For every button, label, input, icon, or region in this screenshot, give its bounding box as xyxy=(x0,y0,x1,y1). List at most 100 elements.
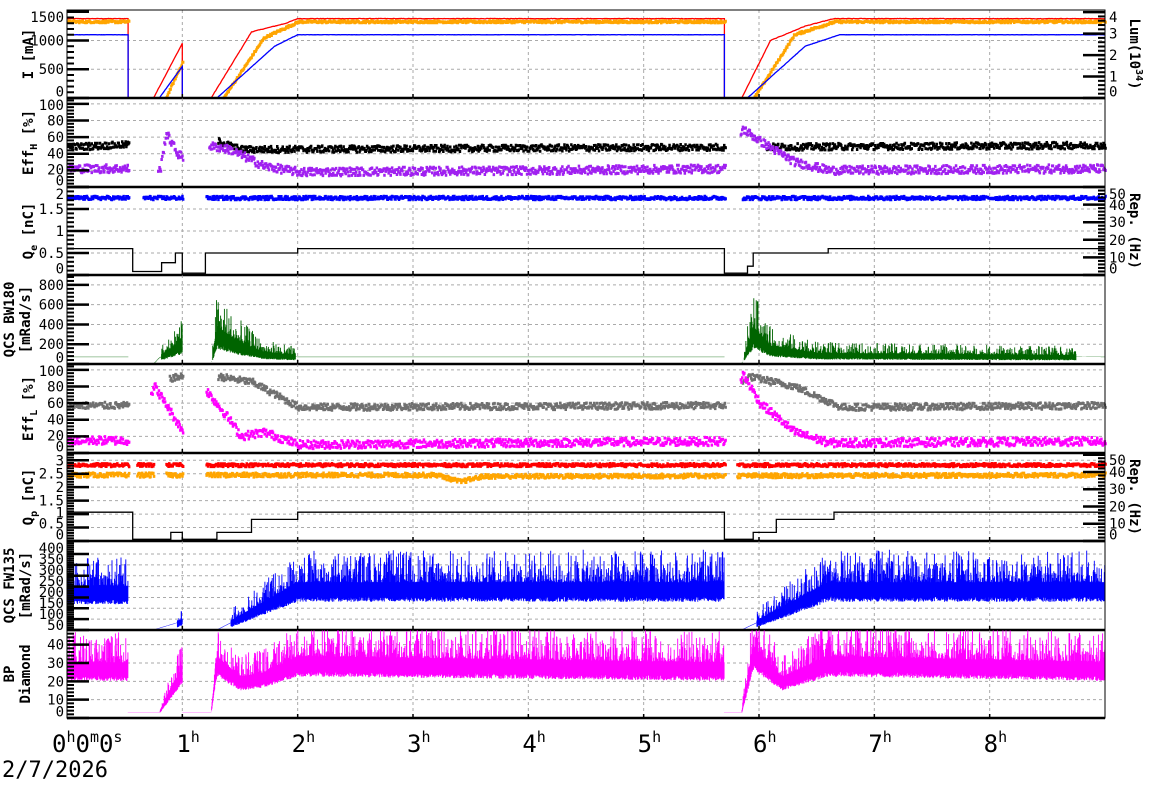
y2-tick-label: 0 xyxy=(1109,85,1117,101)
y-tick-label: 600 xyxy=(39,298,64,314)
label-unit: [%] xyxy=(21,110,37,144)
y-tick-label: 0.5 xyxy=(39,246,64,262)
y-tick-label: 1.5 xyxy=(39,202,64,218)
y-axis-label: I [mA] xyxy=(21,29,37,80)
y2-axis-label: Rep. (Hz) xyxy=(1126,193,1142,269)
time-unit: m xyxy=(90,728,99,746)
y-tick-label: 40 xyxy=(47,413,64,429)
time-unit: h xyxy=(191,728,200,746)
label-tail: ) xyxy=(1126,81,1142,89)
series-eff-h-0 xyxy=(67,137,1107,155)
y2-tick-label: 40 xyxy=(1109,198,1126,214)
y-tick-label: 0 xyxy=(56,262,64,278)
time-value: 5 xyxy=(638,730,652,758)
y-tick-label: 30 xyxy=(47,656,64,672)
y2-tick-label: 4 xyxy=(1109,10,1117,26)
y-tick-label: 200 xyxy=(39,337,64,353)
y-tick-label: 800 xyxy=(39,278,64,294)
time-unit: h xyxy=(767,728,776,746)
time-value: 0 xyxy=(75,730,89,758)
y-tick-label: 1.5 xyxy=(39,494,64,510)
y-tick-label: 200 xyxy=(39,585,64,601)
label-line: BP xyxy=(2,666,18,683)
y-tick-label: 0 xyxy=(56,440,64,456)
y-tick-label: 10 xyxy=(47,693,64,709)
series-eff-l-1 xyxy=(67,370,1107,451)
label-line: [mRad/s] xyxy=(18,286,34,353)
y-tick-label: 300 xyxy=(39,563,64,579)
time-unit: h xyxy=(66,728,75,746)
y-axis-label: BPDiamond xyxy=(2,644,34,703)
y-tick-label: 2 xyxy=(56,480,64,496)
y-tick-label: 100 xyxy=(39,364,64,380)
x-tick-label: 7h xyxy=(868,728,891,758)
y-tick-label: 3 xyxy=(56,453,64,469)
time-unit: h xyxy=(306,728,315,746)
label-main: Rep. (Hz) xyxy=(1126,193,1142,269)
time-value: 0 xyxy=(99,730,113,758)
y2-tick-label: 2 xyxy=(1109,48,1117,64)
time-unit: h xyxy=(537,728,546,746)
x-tick-label: 6h xyxy=(753,728,776,758)
y2-tick-label: 40 xyxy=(1109,465,1126,481)
y2-axis-label: Lum(1034) xyxy=(1126,18,1144,89)
x-tick-label: 5h xyxy=(638,728,661,758)
time-unit: h xyxy=(652,728,661,746)
y-tick-label: 0 xyxy=(56,174,64,190)
y-tick-label: 0 xyxy=(56,528,64,544)
y-tick-label: 500 xyxy=(39,62,64,78)
label-main: Eff xyxy=(21,416,37,441)
y2-tick-label: 10 xyxy=(1109,517,1126,533)
y-tick-label: 0 xyxy=(56,705,64,721)
series-current-0 xyxy=(66,17,1106,99)
time-value: 2 xyxy=(292,730,306,758)
time-value: 8 xyxy=(984,730,998,758)
label-sub: p xyxy=(29,511,40,517)
y-tick-label: 20 xyxy=(47,429,64,445)
label-line: Diamond xyxy=(18,644,34,703)
time-unit: h xyxy=(883,728,892,746)
y-tick-label: 150 xyxy=(39,596,64,612)
y-tick-label: 20 xyxy=(47,163,64,179)
y-tick-label: 400 xyxy=(39,541,64,557)
x-tick-label: 3h xyxy=(407,728,430,758)
y2-tick-label: 30 xyxy=(1109,215,1126,231)
y-axis-label: Qp [nC] xyxy=(21,469,40,526)
y-axis-label: QCS BW180[mRad/s] xyxy=(2,282,34,358)
y-tick-label: 1000 xyxy=(30,34,64,50)
time-unit: h xyxy=(998,728,1007,746)
y2-tick-label: 20 xyxy=(1109,233,1126,249)
label-line: QCS FW135 xyxy=(2,548,18,624)
label-main: Q xyxy=(21,517,37,525)
y-tick-label: 400 xyxy=(39,317,64,333)
y2-tick-label: 0 xyxy=(1109,528,1117,544)
time-value: 7 xyxy=(868,730,882,758)
y2-tick-label: 20 xyxy=(1109,500,1126,516)
time-value: 3 xyxy=(407,730,421,758)
time-value: 1 xyxy=(176,730,190,758)
series-current-2 xyxy=(66,33,1105,99)
y2-tick-label: 1 xyxy=(1109,70,1117,86)
y-tick-label: 350 xyxy=(39,552,64,568)
y-tick-label: 1 xyxy=(56,506,64,522)
series-fw135-0 xyxy=(66,549,1106,630)
x-tick-label: 8h xyxy=(984,728,1007,758)
y-tick-label: 40 xyxy=(47,638,64,654)
date-label: 2/7/2026 xyxy=(2,758,108,782)
series-qp-2 xyxy=(67,511,1105,540)
y-tick-label: 20 xyxy=(47,674,64,690)
y2-tick-label: 3 xyxy=(1109,27,1117,43)
series-qp-1 xyxy=(67,471,1107,485)
y-tick-label: 0.5 xyxy=(39,517,64,533)
series-eff-h-1 xyxy=(67,125,1107,178)
y-tick-label: 80 xyxy=(47,380,64,396)
y-tick-label: 1 xyxy=(56,224,64,240)
y-tick-label: 250 xyxy=(39,574,64,590)
series-current-1 xyxy=(67,19,1107,100)
panel-frame xyxy=(66,274,1106,365)
x-tick-label: 4h xyxy=(522,728,545,758)
label-unit: [nC] xyxy=(21,203,37,245)
